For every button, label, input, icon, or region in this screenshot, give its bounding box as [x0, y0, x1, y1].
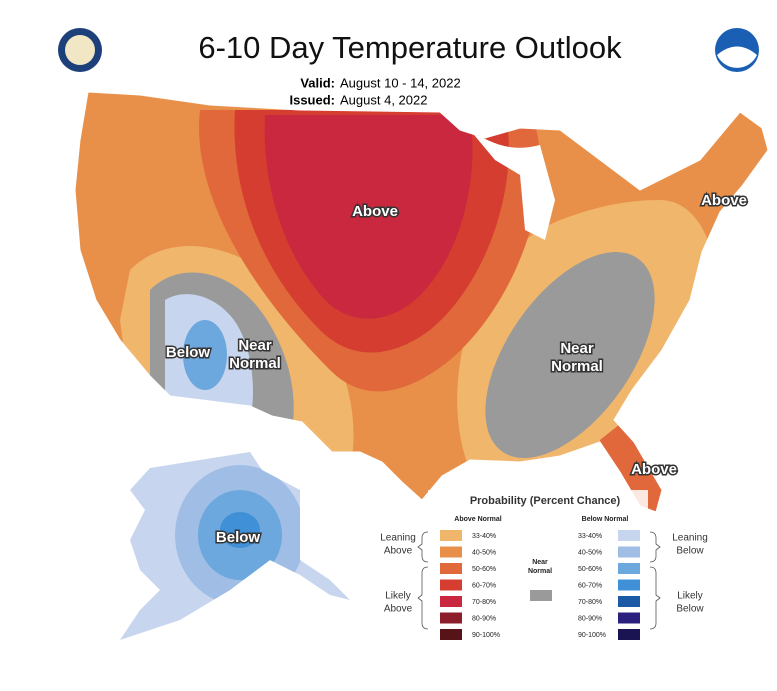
legend-bin-label: 50-60%: [578, 566, 602, 573]
side-label: Below: [676, 604, 704, 615]
region-fill: [485, 252, 655, 458]
legend-swatch: [440, 629, 462, 640]
legend-swatch: [618, 546, 640, 558]
legend-bin-label: 80-90%: [578, 615, 602, 622]
legend-swatch: [440, 546, 462, 558]
legend-bin-label: 60-70%: [472, 582, 496, 589]
map-label: Normal: [551, 358, 603, 375]
legend-bin-label: 50-60%: [472, 566, 496, 573]
issued-date: August 4, 2022: [340, 92, 427, 107]
legend-bins: 33-40% 40-50% 50-60% 60-70% 70-80% 80-90% 90-1…: [440, 530, 640, 640]
legend-swatch: [618, 579, 640, 591]
region-fill: [183, 320, 227, 390]
side-label: Above: [384, 546, 413, 557]
legend-swatch: [440, 596, 462, 607]
map-label: Above: [352, 203, 398, 220]
legend-swatch: [440, 530, 462, 541]
map-label: Near: [560, 340, 594, 357]
legend-bin-label: 90-100%: [472, 632, 500, 639]
legend-bin-label: 60-70%: [578, 582, 602, 589]
legend-bin-label: 70-80%: [472, 599, 496, 606]
legend-bin-label: 40-50%: [578, 549, 602, 556]
legend-swatch: [440, 579, 462, 591]
region-fill: [220, 512, 260, 548]
map-label: Above: [631, 461, 677, 478]
side-label: Leaning: [380, 533, 416, 544]
great-lakes: [470, 130, 555, 240]
legend-swatch: [440, 563, 462, 574]
region-fill: [264, 115, 473, 319]
legend: Probability (Percent Chance) Above Norma…: [380, 490, 708, 650]
title: 6-10 Day Temperature Outlook: [198, 30, 622, 65]
legend-swatch: [618, 563, 640, 574]
near-swatch: [530, 590, 552, 601]
legend-bin-label: 33-40%: [578, 533, 602, 540]
logos: [58, 28, 759, 72]
legend-bin-label: 40-50%: [472, 549, 496, 556]
map-label: Below: [166, 344, 211, 361]
side-label: Above: [384, 604, 413, 615]
map-label: Above: [701, 192, 747, 209]
side-label: Likely: [385, 591, 411, 602]
map-label: Near: [238, 337, 272, 354]
map-label: Normal: [229, 355, 281, 372]
legend-swatch: [440, 612, 462, 624]
legend-swatch: [618, 530, 640, 541]
legend-bin-label: 90-100%: [578, 632, 606, 639]
legend-above-header: Above Normal: [454, 516, 502, 523]
near-label: Near: [532, 559, 548, 566]
contiguous-us: [74, 91, 769, 513]
legend-title: Probability (Percent Chance): [470, 495, 621, 507]
side-label: Likely: [677, 591, 703, 602]
alaska: [120, 452, 350, 640]
side-label: Below: [676, 546, 704, 557]
legend-swatch: [618, 629, 640, 640]
legend-bin-label: 33-40%: [472, 533, 496, 540]
near-label: Normal: [528, 568, 552, 575]
legend-swatch: [618, 612, 640, 624]
issued-label: Issued:: [289, 92, 335, 107]
legend-bin-label: 70-80%: [578, 599, 602, 606]
legend-bin-label: 80-90%: [472, 615, 496, 622]
legend-below-header: Below Normal: [582, 516, 629, 523]
map-label: Below: [216, 529, 261, 546]
valid-dates: August 10 - 14, 2022: [340, 75, 461, 90]
side-label: Leaning: [672, 533, 708, 544]
legend-swatch: [618, 596, 640, 607]
valid-label: Valid:: [300, 75, 335, 90]
